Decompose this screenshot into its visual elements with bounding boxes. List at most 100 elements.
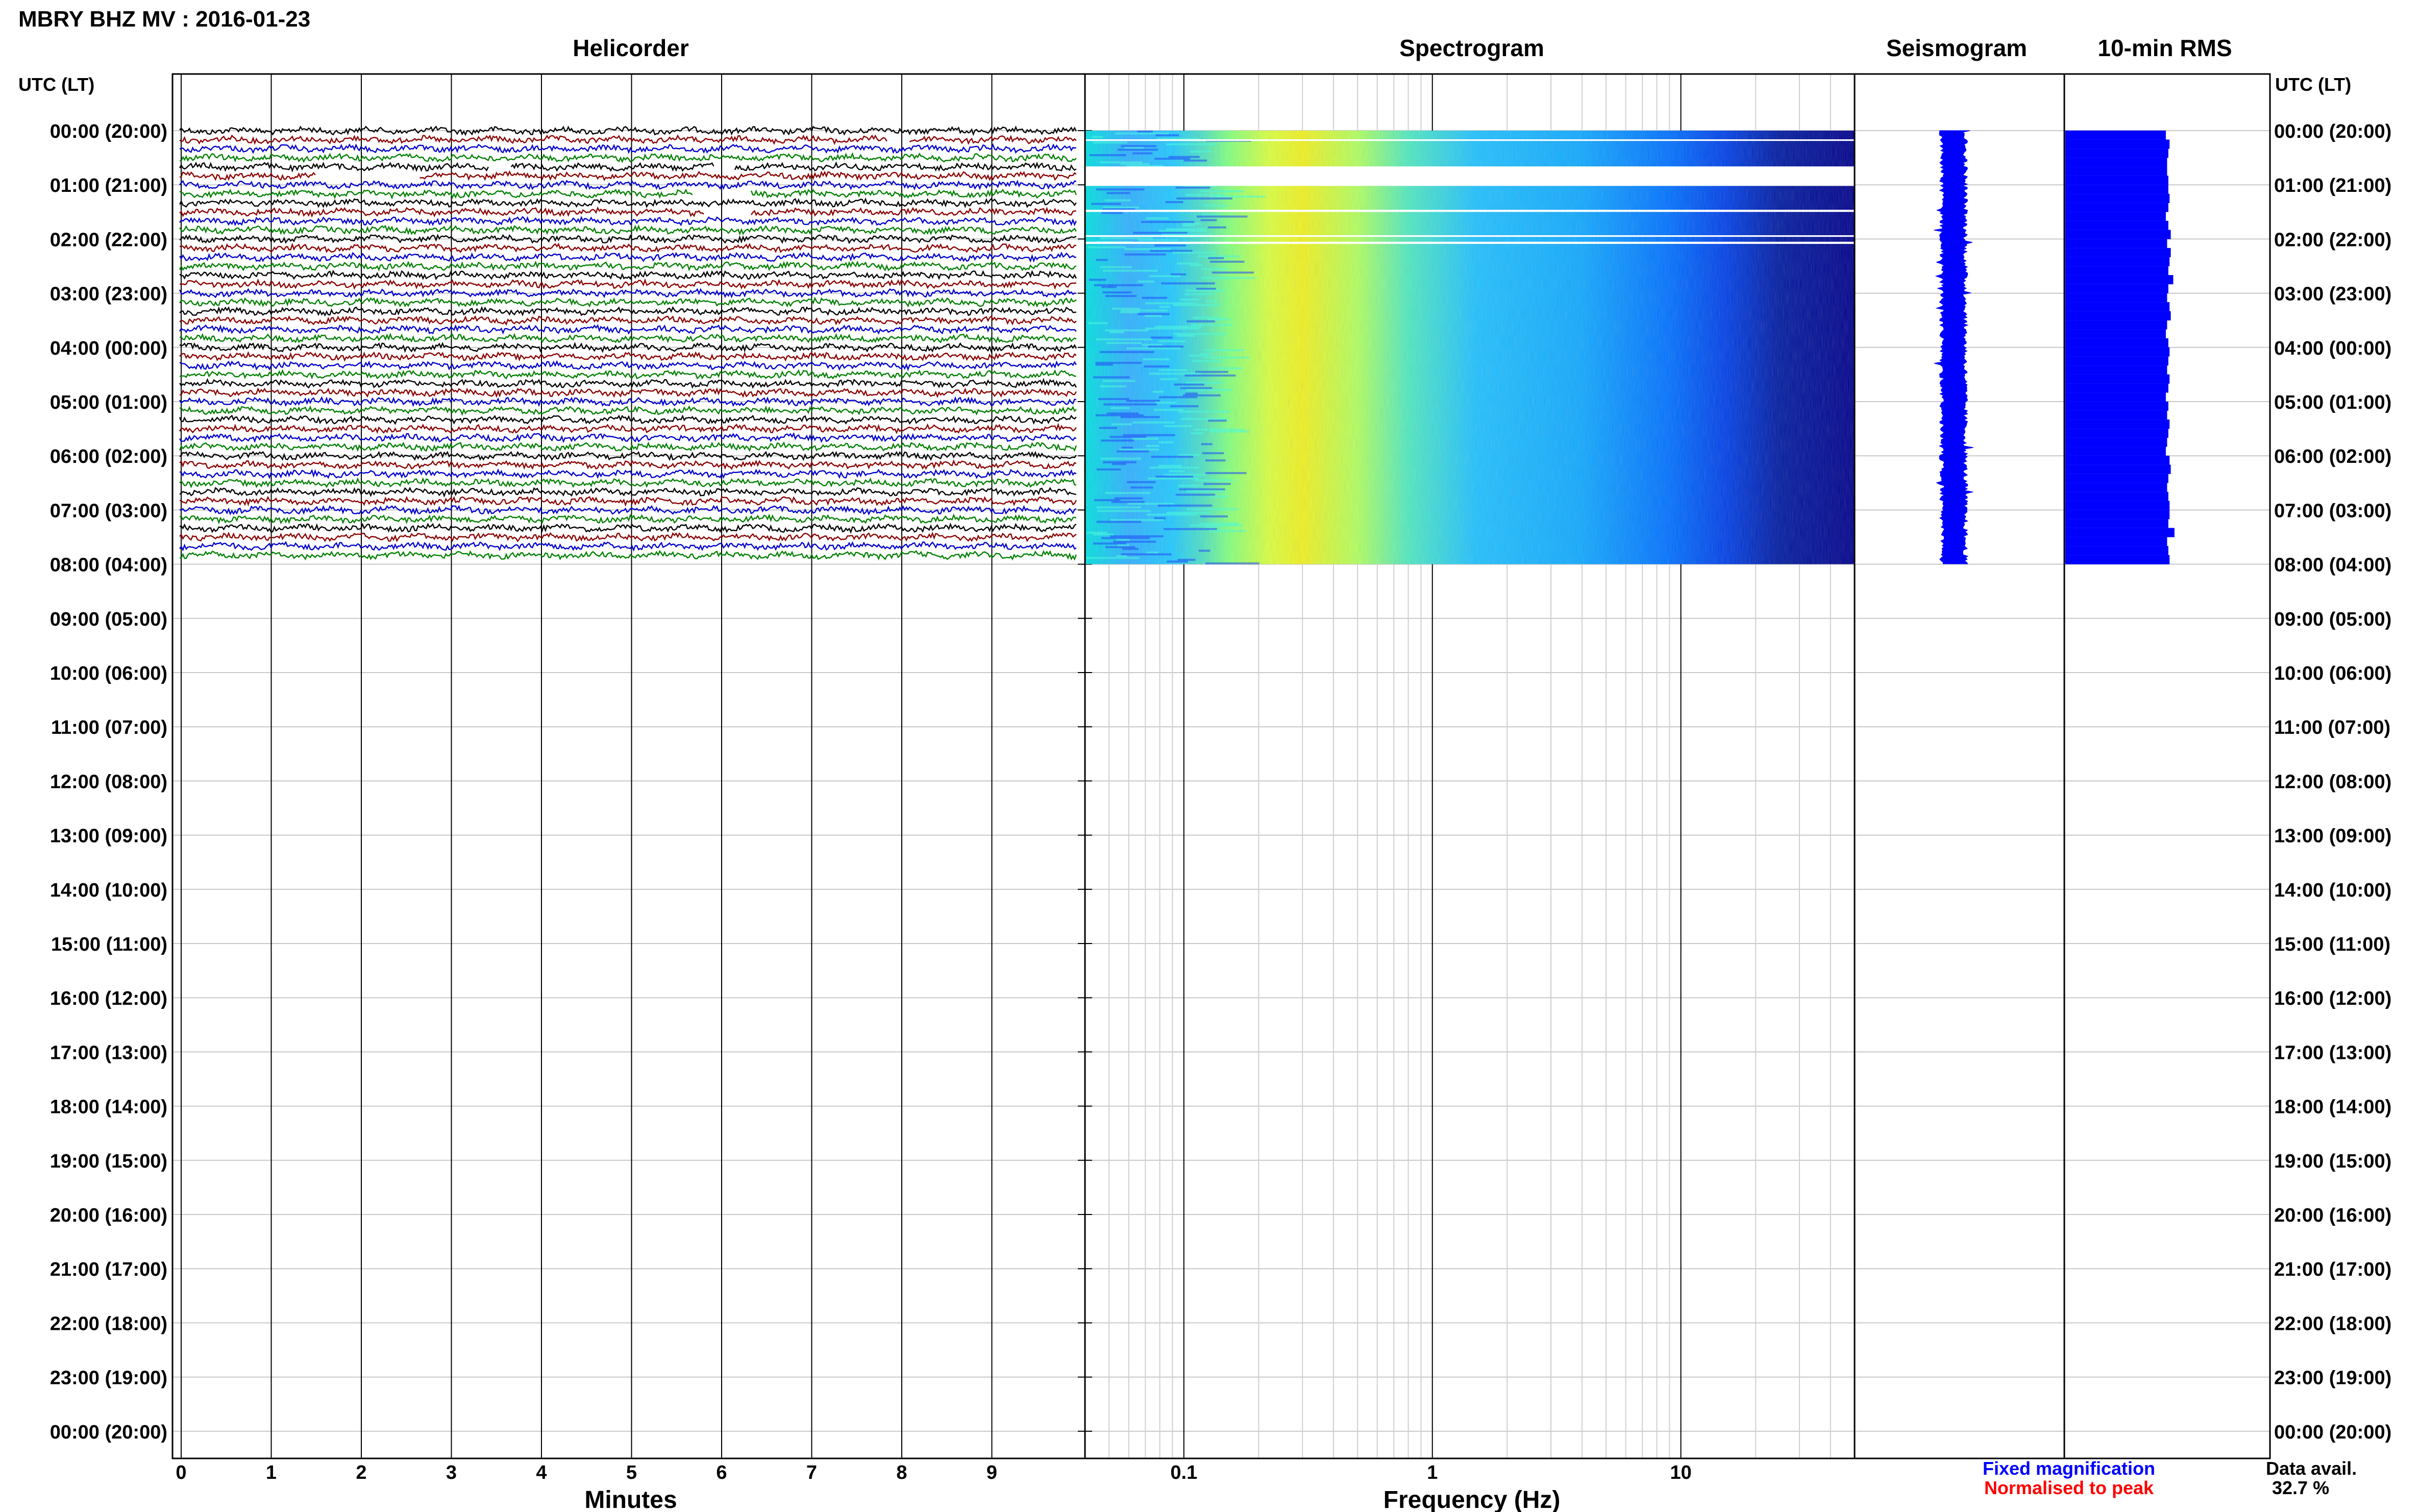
y-tick-label-left: 01:00 (21:00) — [50, 175, 167, 196]
rms-bar — [2065, 157, 2167, 167]
helicorder-trace — [179, 260, 1077, 271]
rms-bar — [2065, 275, 2174, 285]
y-tick-label-left: 22:00 (18:00) — [50, 1313, 167, 1334]
rms-bar — [2065, 184, 2168, 194]
helicorder-trace — [179, 278, 1077, 290]
seismogram-panel-title: Seismogram — [1886, 35, 2027, 61]
rms-bar — [2065, 374, 2170, 384]
helicorder-trace — [179, 269, 1077, 281]
rms-bar — [2065, 528, 2175, 537]
y-tick-label-left: 18:00 (14:00) — [50, 1097, 167, 1118]
y-tick-label-right: 10:00 (06:00) — [2274, 663, 2391, 684]
helicorder-trace — [179, 180, 1077, 190]
helicorder-trace — [179, 315, 1077, 326]
y-tick-label-left: 11:00 (07:00) — [51, 717, 167, 738]
helicorder-trace — [179, 459, 1077, 470]
seismogram-trace — [1934, 130, 1974, 564]
y-tick-label-right: 11:00 (07:00) — [2274, 717, 2390, 738]
y-tick-label-right: 00:00 (20:00) — [2274, 1422, 2391, 1443]
helicorder-trace — [179, 396, 1077, 407]
x-tick-label-minutes: 6 — [716, 1462, 727, 1483]
spectrogram-gap — [1085, 210, 1855, 212]
x-tick-label-minutes: 9 — [986, 1462, 997, 1483]
rms-bar — [2065, 518, 2168, 529]
panel-frames — [171, 73, 2271, 1459]
helicorder-trace — [179, 432, 1077, 443]
helicorder-trace — [179, 441, 1077, 452]
rms-bar — [2065, 447, 2166, 456]
helicorder-trace — [179, 170, 1077, 181]
x-tick-label-frequency: 1 — [1427, 1462, 1438, 1483]
helicorder-trace — [179, 486, 1076, 498]
y-tick-label-right: 03:00 (23:00) — [2274, 284, 2391, 305]
rms-bar — [2065, 247, 2171, 258]
y-tick-label-left: 10:00 (06:00) — [50, 663, 167, 684]
rms-bar — [2065, 356, 2168, 366]
helicorder-trace — [179, 414, 1077, 425]
helicorder-trace — [179, 341, 1077, 354]
rms-bar — [2065, 501, 2170, 510]
rms-bar — [2065, 230, 2171, 239]
rms-bar — [2065, 257, 2170, 266]
y-tick-label-right: 15:00 (11:00) — [2274, 934, 2390, 955]
rms-bar — [2065, 455, 2170, 465]
helicorder-trace — [179, 125, 1077, 136]
spectrogram-gap — [1085, 166, 1855, 186]
x-tick-label-minutes: 8 — [896, 1462, 907, 1483]
rms-bar — [2065, 284, 2168, 293]
legend-normalised-to-peak: Normalised to peak — [1984, 1477, 2154, 1498]
x-tick-label-minutes: 4 — [536, 1462, 547, 1483]
utc-lt-label-left: UTC (LT) — [18, 74, 94, 95]
y-tick-label-left: 13:00 (09:00) — [50, 826, 167, 847]
helicorder-frame — [171, 73, 1086, 1459]
rms-bar — [2065, 437, 2167, 447]
helicorder-trace — [179, 324, 1077, 335]
y-tick-label-left: 08:00 (04:00) — [50, 555, 167, 576]
data-availability-value: 32.7 % — [2272, 1477, 2329, 1498]
helicorder-trace — [179, 378, 1077, 389]
rms-bar — [2065, 428, 2168, 438]
seismogram-envelope — [1934, 130, 1974, 564]
y-tick-label-right: 02:00 (22:00) — [2274, 229, 2391, 251]
rms-frame — [2063, 73, 2271, 1459]
helicorder-trace — [179, 242, 1076, 254]
helicorder-trace — [179, 351, 1077, 362]
spectrogram-panel-title: Spectrogram — [1399, 35, 1544, 61]
helicorder-trace — [179, 224, 1077, 236]
rms-bar — [2065, 293, 2167, 303]
helicorder-trace — [179, 369, 1076, 380]
spectrogram-texture — [1085, 131, 1855, 564]
rms-bar — [2065, 491, 2168, 501]
helicorder-trace — [179, 234, 1077, 244]
x-tick-label-minutes: 5 — [626, 1462, 637, 1483]
rms-bar — [2065, 392, 2166, 402]
helicorder-trace — [179, 468, 1077, 480]
helicorder-panel-title: Helicorder — [573, 35, 689, 61]
y-tick-label-right: 07:00 (03:00) — [2274, 500, 2391, 522]
helicorder-trace — [179, 550, 1077, 561]
axis-labels: 00:00 (20:00) 00:00 (20:00) 01:00 (21:00) 0… — [50, 121, 2392, 1483]
y-tick-label-right: 04:00 (00:00) — [2274, 338, 2391, 359]
rms-bar — [2065, 483, 2167, 492]
rms-bar — [2065, 329, 2166, 339]
spectrogram-gap — [1085, 235, 1855, 237]
y-tick-label-right: 19:00 (15:00) — [2274, 1151, 2391, 1172]
y-tick-label-right: 22:00 (18:00) — [2274, 1313, 2391, 1334]
y-tick-label-left: 17:00 (13:00) — [50, 1042, 167, 1063]
helicorder-trace — [179, 495, 1077, 507]
rms-bar — [2065, 203, 2168, 212]
helicorder-trace — [179, 152, 1077, 163]
y-tick-label-left: 19:00 (15:00) — [50, 1151, 167, 1172]
y-tick-label-right: 17:00 (13:00) — [2274, 1042, 2391, 1063]
helicorder-trace — [179, 188, 1077, 200]
y-tick-label-left: 06:00 (02:00) — [50, 446, 167, 467]
helicorder-trace — [179, 306, 1077, 317]
y-tick-label-left: 00:00 (20:00) — [50, 121, 167, 142]
spectrogram-gap — [1085, 241, 1855, 244]
helicorder-trace — [179, 332, 1077, 343]
y-tick-label-right: 08:00 (04:00) — [2274, 555, 2391, 576]
spectrogram-x-axis-title: Frequency (Hz) — [1384, 1486, 1561, 1512]
rms-bar — [2065, 419, 2170, 429]
legend-fixed-magnification: Fixed magnification — [1983, 1458, 2155, 1479]
